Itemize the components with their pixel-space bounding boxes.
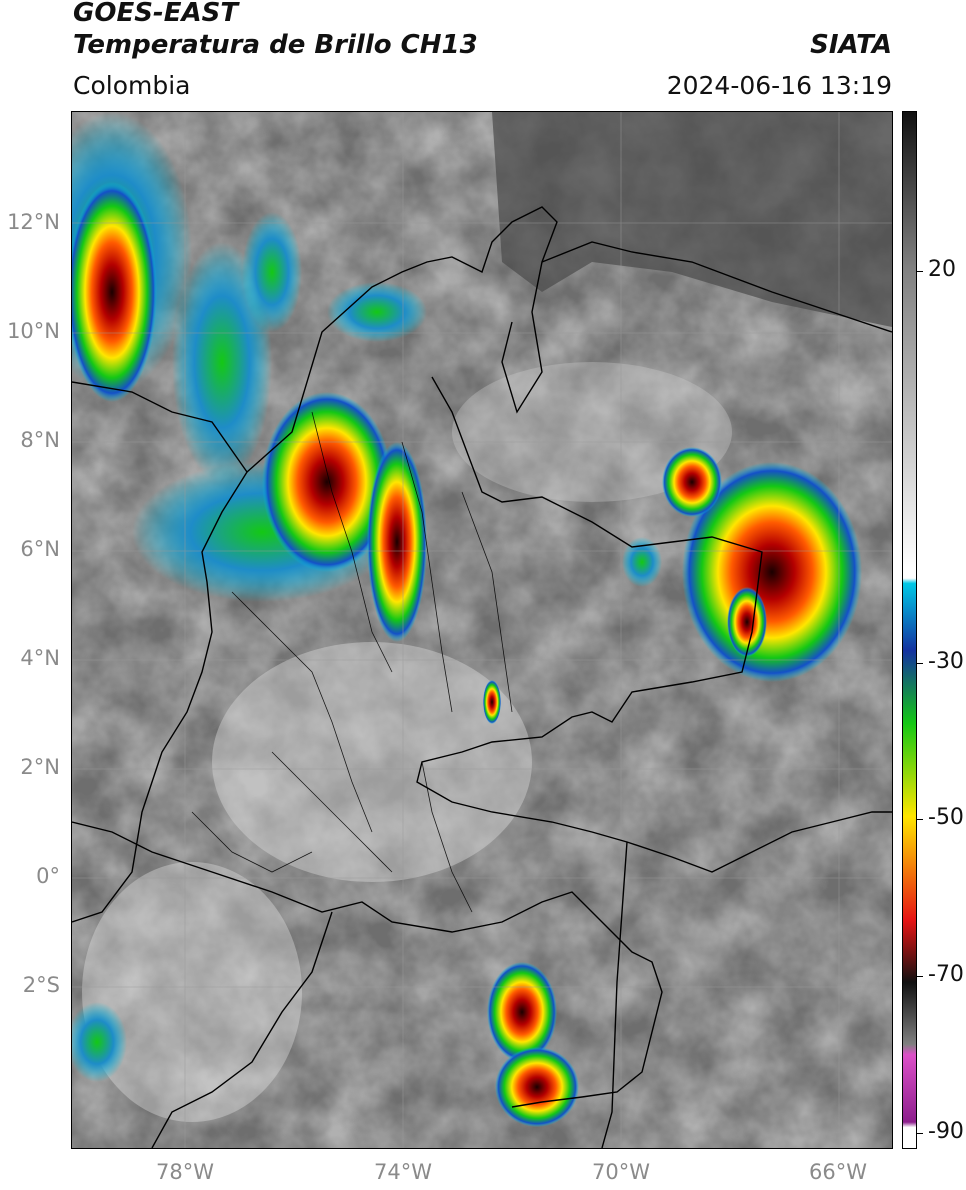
colorbar-tick <box>917 271 923 272</box>
organization-label: SIATA <box>810 30 892 60</box>
colorbar-label: 20 <box>928 257 956 282</box>
lat-label: 8°N <box>20 428 60 452</box>
lat-label: 12°N <box>7 210 60 234</box>
colorbar-label: -70 <box>928 962 964 987</box>
lat-label: 2°N <box>20 755 60 779</box>
lat-label: 2°S <box>22 973 60 997</box>
satellite-map <box>71 111 893 1149</box>
colorbar-tick <box>917 819 923 820</box>
colorbar-label: -90 <box>928 1119 964 1144</box>
title-satellite: GOES-EAST <box>73 0 239 28</box>
lat-label: 6°N <box>20 537 60 561</box>
colorbar-tick <box>917 1133 923 1134</box>
satellite-image <box>72 112 892 1148</box>
title-product: Temperatura de Brillo CH13 <box>73 30 478 60</box>
lat-label: 0° <box>36 864 60 888</box>
lon-label: 70°W <box>592 1160 650 1184</box>
lon-label: 74°W <box>374 1160 432 1184</box>
lat-label: 4°N <box>20 646 60 670</box>
lon-label: 66°W <box>809 1160 867 1184</box>
colorbar-tick <box>917 663 923 664</box>
colorbar-label: -50 <box>928 805 964 830</box>
lon-label: 78°W <box>156 1160 214 1184</box>
colorbar-tick <box>917 976 923 977</box>
region-label: Colombia <box>73 71 191 100</box>
datetime-label: 2024-06-16 13:19 <box>666 71 892 100</box>
lat-label: 10°N <box>7 319 60 343</box>
colorbar-label: -30 <box>928 649 964 674</box>
temperature-colorbar <box>902 111 917 1149</box>
